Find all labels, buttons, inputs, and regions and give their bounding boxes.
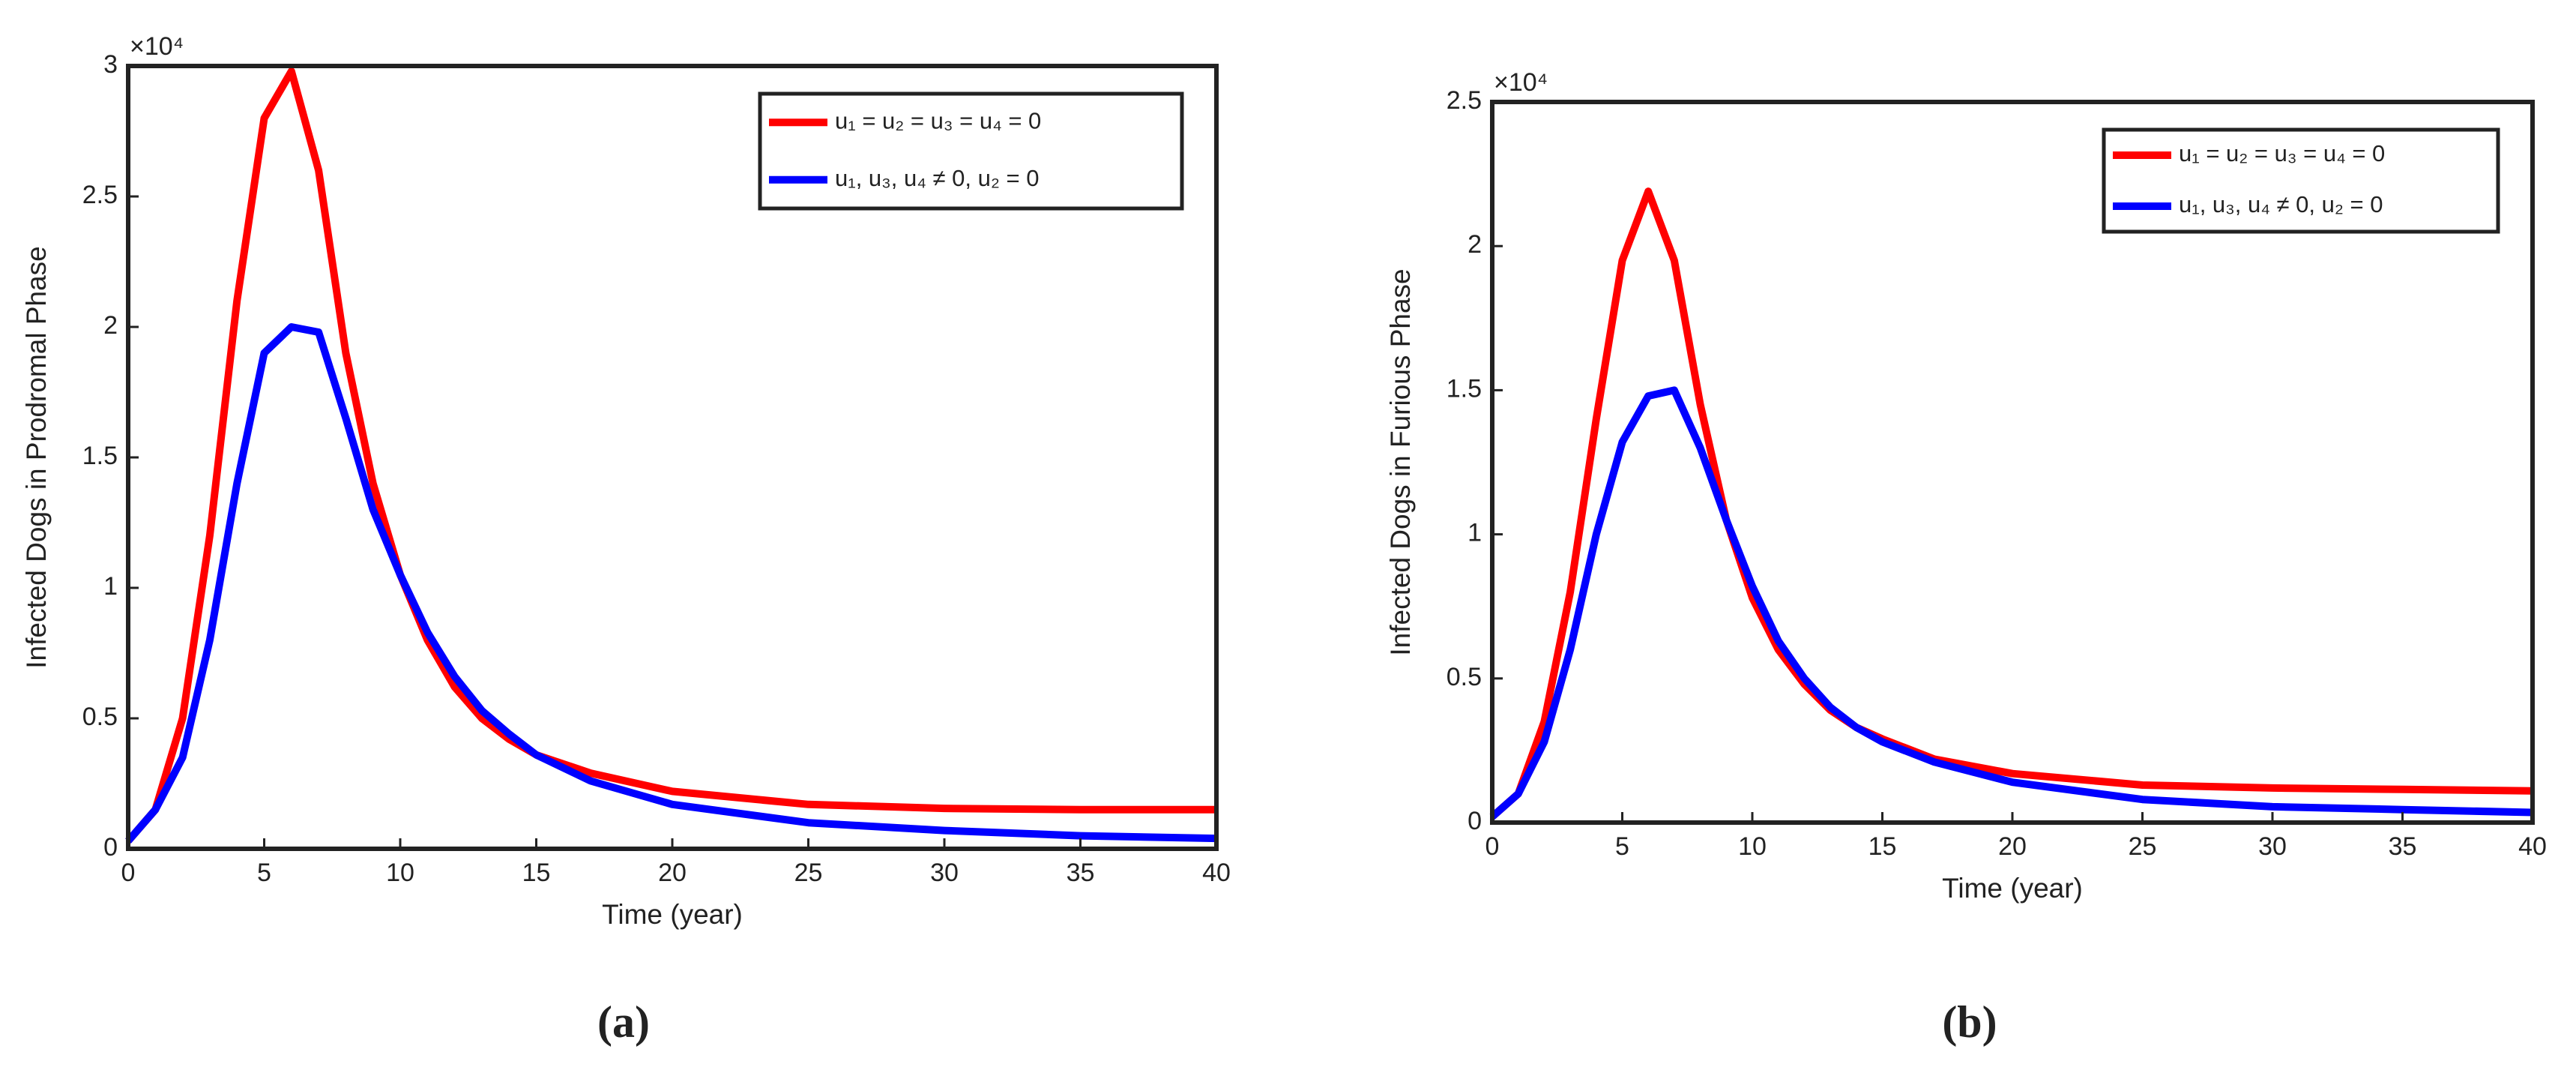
y-tick-label: 2 [103, 311, 118, 340]
caption: (a) [597, 997, 650, 1047]
y-tick-label: 0.5 [1447, 663, 1482, 691]
axes-frame [126, 64, 1219, 851]
x-tick-label: 35 [1067, 859, 1095, 887]
x-tick-label: 15 [522, 859, 551, 887]
data-line [125, 323, 1217, 844]
y-tick-label: 2.5 [1447, 86, 1482, 115]
y-axis-label: Infected Dogs in Prodromal Phase [21, 246, 52, 669]
caption: (b) [1942, 997, 1997, 1047]
legend-label: u₁ = u₂ = u₃ = u₄ = 0 [835, 107, 1041, 133]
legend-label: u₁ = u₂ = u₃ = u₄ = 0 [2179, 140, 2385, 166]
y-tick-label: 2 [1468, 230, 1482, 259]
x-tick-label: 25 [2129, 832, 2157, 861]
x-tick-label: 15 [1868, 832, 1897, 861]
x-tick-label: 5 [1615, 832, 1629, 861]
x-tick-label: 30 [930, 859, 959, 887]
y-axis-label: Infected Dogs in Furious Phase [1385, 268, 1416, 655]
x-axis-label: Time (year) [1942, 873, 2083, 904]
chart: 0 5 10 15 20 25 30 35 40 0 0.5 1 1.5 2 2.5 3 ×10⁴ Time (y… [21, 32, 1231, 1047]
y-tick-label: 2.5 [82, 181, 118, 209]
x-tick-label: 20 [1998, 832, 2027, 861]
y-multiplier: ×10⁴ [130, 32, 184, 61]
x-axis-label: Time (year) [602, 899, 743, 930]
axes-frame [1490, 100, 2535, 825]
x-tick-label: 0 [121, 859, 136, 887]
x-tick-label: 25 [794, 859, 823, 887]
x-tick-label: 40 [2518, 832, 2547, 861]
y-tick-label: 0.5 [82, 703, 118, 731]
x-tick-label: 20 [658, 859, 687, 887]
y-tick-label: 0 [1468, 807, 1482, 835]
x-tick-label: 40 [1202, 859, 1231, 887]
data-line [1489, 386, 2533, 820]
chart: 0 5 10 15 20 25 30 35 40 0 0.5 1 1.5 2 2.5 ×10⁴ Time (ye… [1385, 68, 2547, 1047]
x-tick-label: 10 [1738, 832, 1767, 861]
x-tick-label: 10 [386, 859, 414, 887]
y-tick-label: 1 [103, 572, 118, 601]
legend-label: u₁, u₃, u₄ ≠ 0, u₂ = 0 [835, 165, 1039, 191]
legend-box [2102, 127, 2500, 234]
y-multiplier: ×10⁴ [1494, 68, 1548, 97]
y-tick-label: 3 [103, 50, 118, 79]
data-line [1489, 187, 2533, 820]
y-tick-label: 1.5 [82, 442, 118, 470]
legend-box [758, 91, 1184, 211]
y-tick-label: 1 [1468, 519, 1482, 547]
x-tick-label: 0 [1485, 832, 1500, 861]
x-tick-label: 5 [257, 859, 271, 887]
y-tick-label: 1.5 [1447, 374, 1482, 403]
legend-label: u₁, u₃, u₄ ≠ 0, u₂ = 0 [2179, 191, 2383, 217]
y-tick-label: 0 [103, 833, 118, 862]
x-tick-label: 30 [2258, 832, 2287, 861]
x-tick-label: 35 [2389, 832, 2417, 861]
